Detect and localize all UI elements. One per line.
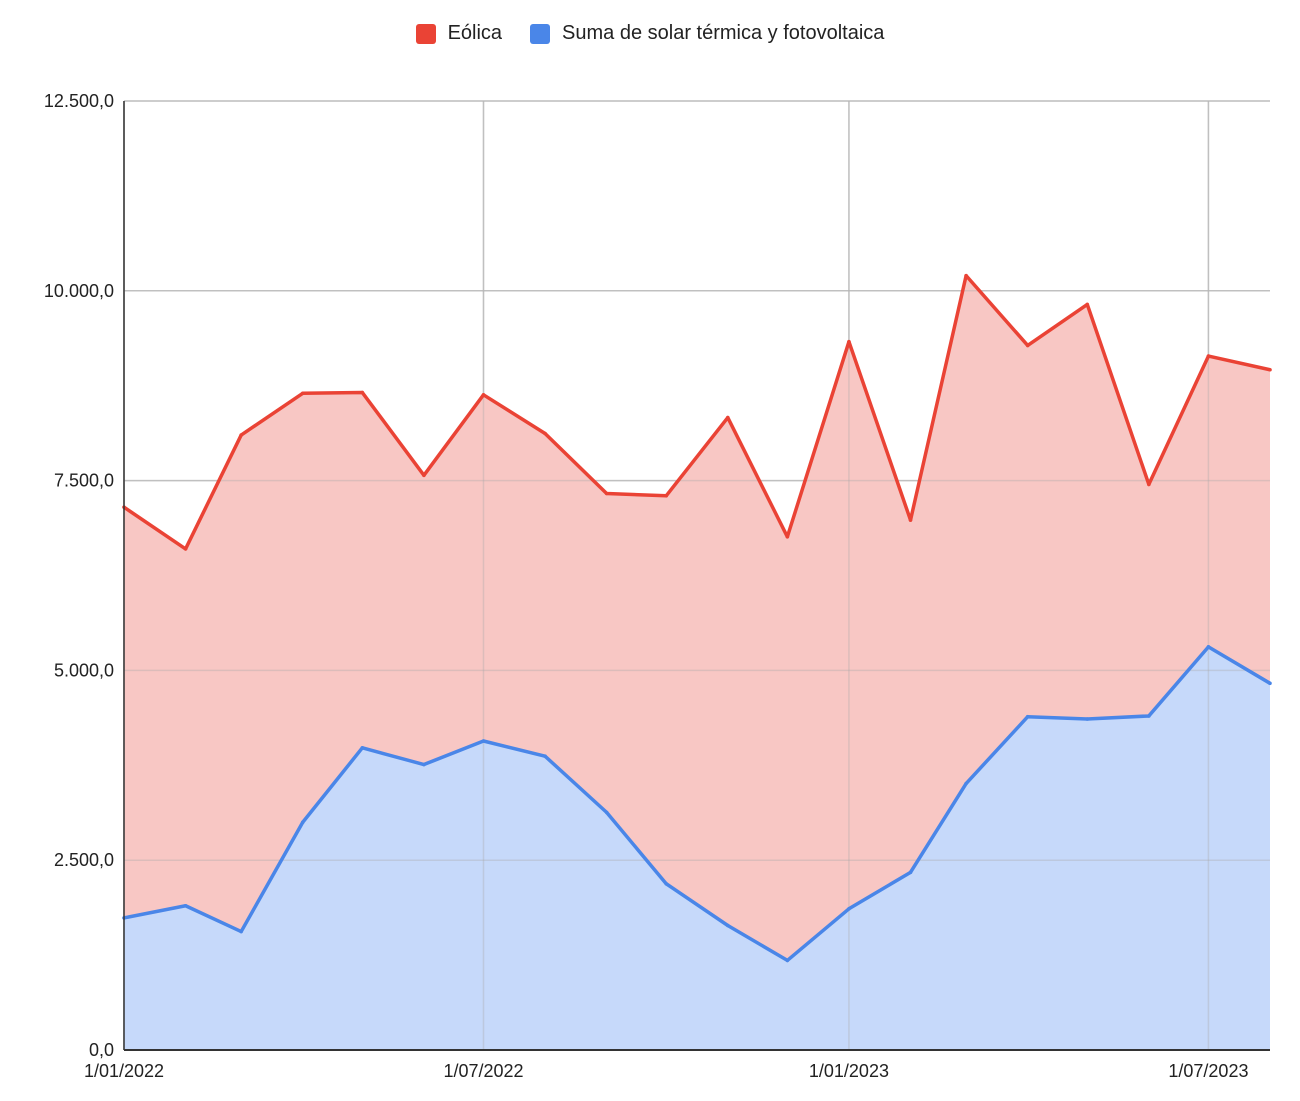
data-point-0 bbox=[1147, 482, 1151, 487]
axes bbox=[123, 101, 1270, 1051]
y-tick-label: 0,0 bbox=[89, 1040, 114, 1060]
data-point-0 bbox=[1025, 343, 1030, 348]
series-line-0 bbox=[123, 273, 1271, 551]
data-point-1 bbox=[1206, 645, 1211, 649]
series-line-1 bbox=[123, 645, 1271, 963]
y-tick-label: 10.000,0 bbox=[44, 281, 114, 301]
data-point-1 bbox=[481, 739, 486, 743]
legend-label-eolica: Eólica bbox=[447, 22, 503, 44]
data-point-0 bbox=[239, 433, 243, 437]
x-tick-label: 1/01/2022 bbox=[84, 1061, 164, 1081]
data-point-0 bbox=[422, 473, 426, 478]
data-point-1 bbox=[725, 923, 730, 928]
data-point-0 bbox=[785, 534, 790, 539]
tick-labels: 0,0 2.500,0 5.000,0 7.500,0 10.000,0 12.500,0… bbox=[44, 91, 1249, 1081]
data-point-1 bbox=[785, 958, 790, 963]
legend-swatch-solar bbox=[530, 23, 551, 44]
data-point-1 bbox=[360, 746, 365, 750]
data-point-1 bbox=[1268, 681, 1272, 686]
data-point-0 bbox=[360, 390, 365, 395]
data-point-0 bbox=[908, 518, 913, 522]
data-point-1 bbox=[908, 870, 913, 875]
x-tick-label: 1/07/2022 bbox=[443, 1061, 523, 1081]
legend-swatch-eolica bbox=[415, 23, 436, 44]
data-point-0 bbox=[847, 339, 851, 344]
data-point-0 bbox=[300, 391, 305, 396]
series-lines bbox=[122, 273, 1272, 963]
legend-item-eolica: Eólica bbox=[415, 22, 503, 45]
y-tick-label: 12.500,0 bbox=[44, 91, 114, 111]
x-tick-label: 1/01/2023 bbox=[809, 1061, 889, 1081]
data-point-0 bbox=[481, 393, 486, 397]
data-point-1 bbox=[300, 820, 305, 825]
data-point-0 bbox=[543, 431, 547, 436]
data-point-0 bbox=[664, 493, 669, 498]
data-point-1 bbox=[664, 881, 669, 886]
data-point-0 bbox=[1206, 354, 1211, 358]
legend-item-solar: Suma de solar térmica y fotovoltaica bbox=[530, 22, 884, 45]
data-point-1 bbox=[183, 903, 188, 908]
data-point-0 bbox=[725, 415, 730, 420]
data-point-1 bbox=[1025, 714, 1030, 719]
data-point-0 bbox=[964, 273, 968, 278]
series-areas bbox=[123, 100, 1270, 1050]
data-point-1 bbox=[1147, 714, 1151, 718]
data-point-1 bbox=[543, 754, 547, 758]
legend-label-solar: Suma de solar térmica y fotovoltaica bbox=[562, 22, 885, 44]
data-point-0 bbox=[1268, 367, 1272, 372]
data-point-1 bbox=[847, 906, 851, 911]
y-tick-label: 5.000,0 bbox=[54, 660, 114, 680]
data-point-0 bbox=[1085, 302, 1090, 307]
y-tick-label: 2.500,0 bbox=[54, 850, 114, 870]
data-point-1 bbox=[422, 762, 426, 767]
data-point-0 bbox=[183, 547, 188, 551]
data-point-1 bbox=[1085, 717, 1090, 721]
y-tick-label: 7.500,0 bbox=[54, 471, 114, 491]
data-point-1 bbox=[964, 781, 968, 786]
data-point-0 bbox=[604, 491, 609, 496]
chart-legend: Eólica Suma de solar térmica y fotovolta… bbox=[0, 22, 1300, 45]
series-area-1 bbox=[124, 646, 1270, 1050]
data-point-1 bbox=[604, 810, 609, 815]
x-tick-label: 1/07/2023 bbox=[1168, 1061, 1248, 1081]
data-point-1 bbox=[239, 929, 243, 934]
